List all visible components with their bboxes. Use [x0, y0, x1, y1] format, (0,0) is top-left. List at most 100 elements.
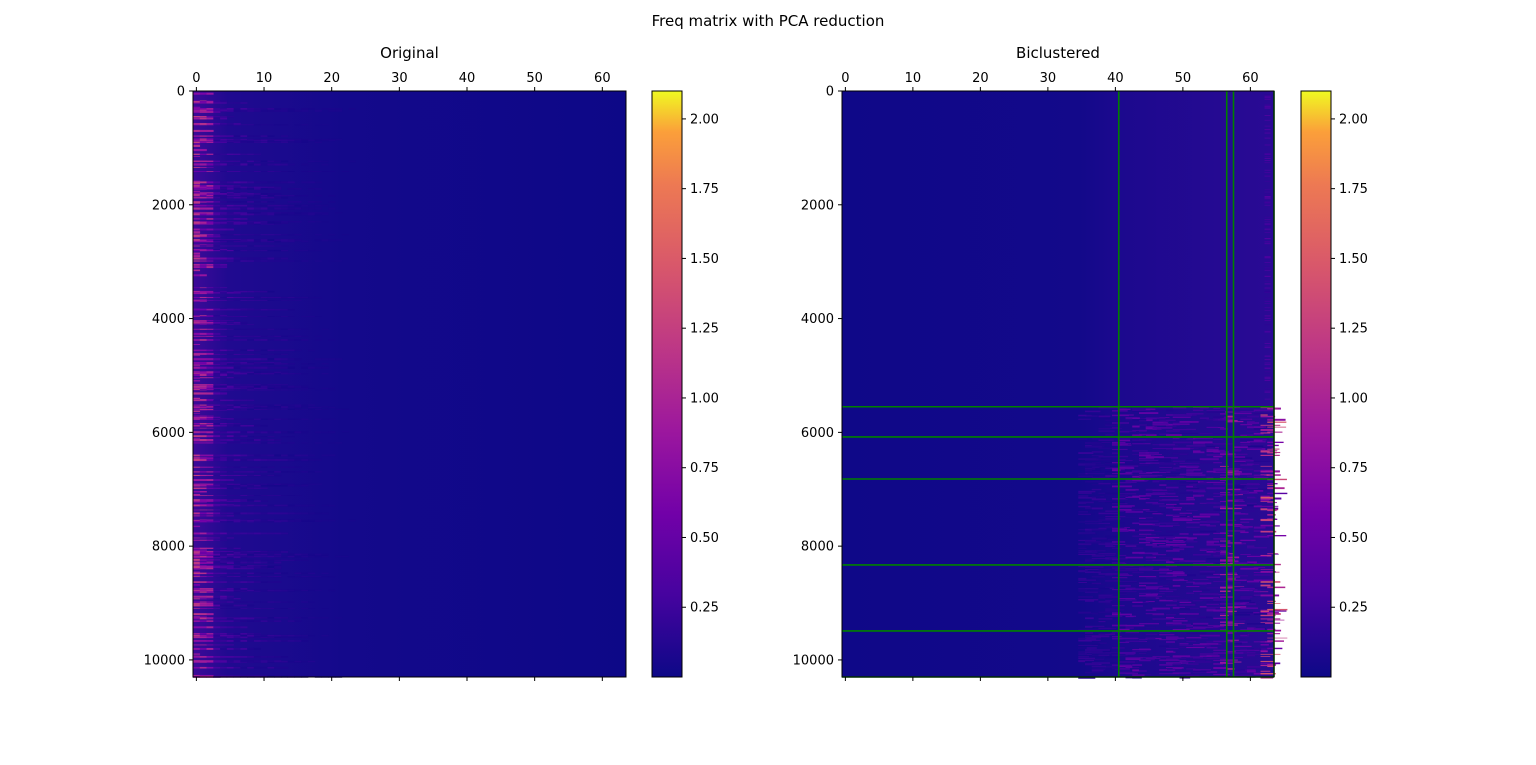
heatmap-cell [206, 135, 214, 137]
heatmap-cell [247, 223, 255, 225]
heatmap-cell [199, 196, 207, 199]
heatmap-cell [260, 373, 268, 375]
heatmap-cell [206, 315, 214, 317]
heatmap-cell [193, 397, 201, 400]
heatmap-cell [193, 115, 201, 118]
heatmap-cell [1098, 611, 1112, 614]
heatmap-cell [206, 424, 214, 427]
heatmap-cell [1247, 613, 1260, 615]
heatmap-cell [199, 404, 207, 406]
heatmap-cell [1145, 609, 1157, 612]
heatmap-cell [301, 519, 309, 522]
heatmap-cell [1233, 461, 1246, 463]
heatmap-cell [1159, 669, 1168, 671]
heatmap-cell [301, 363, 309, 365]
heatmap-cell [274, 512, 282, 515]
heatmap-cell [213, 109, 221, 111]
heatmap-cell [321, 418, 329, 420]
heatmap-cell [1226, 579, 1247, 581]
heatmap-cell [1264, 264, 1271, 266]
heatmap-cell [233, 551, 241, 554]
heatmap-cell [280, 483, 289, 485]
heatmap-cell [301, 617, 309, 619]
heatmap-cell [314, 408, 322, 410]
heatmap-cell [280, 408, 289, 410]
heatmap-cell [294, 634, 302, 637]
heatmap-cell [240, 572, 248, 575]
heatmap-cell [1152, 618, 1172, 620]
heatmap-cell [193, 566, 201, 569]
heatmap-cell [247, 633, 255, 635]
heatmap-cell [1105, 600, 1113, 601]
heatmap-cell [220, 212, 228, 214]
heatmap-cell [1105, 510, 1125, 512]
heatmap-cell [233, 353, 241, 355]
heatmap-cell [213, 457, 221, 460]
heatmap-cell [199, 608, 207, 609]
heatmap-cell [1172, 424, 1180, 426]
heatmap-cell [1085, 590, 1101, 592]
heatmap-cell [1172, 470, 1186, 472]
heatmap-cell [267, 223, 275, 225]
heatmap-cell [321, 366, 329, 369]
heatmap-cell [233, 299, 241, 301]
heatmap-cell [1152, 409, 1163, 412]
heatmap-cell [1078, 611, 1091, 613]
heatmap-cell [220, 153, 228, 155]
heatmap-cell [199, 192, 207, 194]
heatmap-cell [260, 296, 268, 299]
heatmap-cell [1264, 364, 1271, 366]
heatmap-cell [274, 504, 282, 507]
x-tick-label: 40 [459, 71, 476, 86]
heatmap-cell [1112, 485, 1132, 488]
x-tick-label: 20 [972, 71, 989, 86]
heatmap-cell [233, 512, 241, 515]
heatmap-cell [1172, 517, 1192, 519]
heatmap-cell [1166, 524, 1180, 527]
heatmap-cell [206, 499, 214, 502]
heatmap-cell [226, 399, 234, 402]
heatmap-cell [226, 566, 234, 569]
heatmap-cell [294, 138, 302, 141]
heatmap-cell [1125, 599, 1137, 601]
heatmap-cell [233, 108, 241, 110]
heatmap-cell [220, 373, 228, 375]
heatmap-cell [1199, 563, 1216, 565]
heatmap-cell [287, 163, 295, 166]
heatmap-cell [1166, 641, 1175, 643]
heatmap-cell [274, 458, 282, 462]
heatmap-cell [267, 601, 275, 603]
heatmap-cell [226, 532, 234, 535]
heatmap-cell [240, 404, 248, 406]
heatmap-cell [206, 387, 214, 389]
heatmap-cell [1267, 647, 1283, 650]
heatmap-cell [1264, 390, 1271, 392]
heatmap-cell [1132, 450, 1148, 452]
heatmap-cell [1159, 570, 1178, 572]
heatmap-cell [226, 221, 234, 224]
heatmap-cell [274, 555, 282, 558]
heatmap-cell [280, 471, 289, 473]
heatmap-cell [267, 532, 275, 535]
heatmap-cell [247, 339, 255, 341]
heatmap-cell [1179, 608, 1190, 611]
heatmap-cell [213, 385, 221, 388]
heatmap-cell [1118, 435, 1134, 437]
heatmap-cell [206, 640, 214, 642]
heatmap-cell [220, 457, 228, 460]
heatmap-cell [267, 109, 275, 112]
heatmap-cell [1186, 625, 1203, 628]
heatmap-cell [1186, 472, 1203, 473]
heatmap-cell [240, 223, 248, 225]
heatmap-cell [240, 218, 248, 220]
heatmap-cell [280, 296, 289, 299]
heatmap-cell [240, 399, 248, 402]
heatmap-cell [1240, 464, 1253, 466]
heatmap-cell [1226, 415, 1235, 418]
heatmap-cell [274, 358, 282, 361]
heatmap-cell [1098, 628, 1117, 630]
heatmap-cell [226, 218, 234, 220]
heatmap-cell [253, 160, 261, 163]
heatmap-cell [1220, 613, 1236, 615]
